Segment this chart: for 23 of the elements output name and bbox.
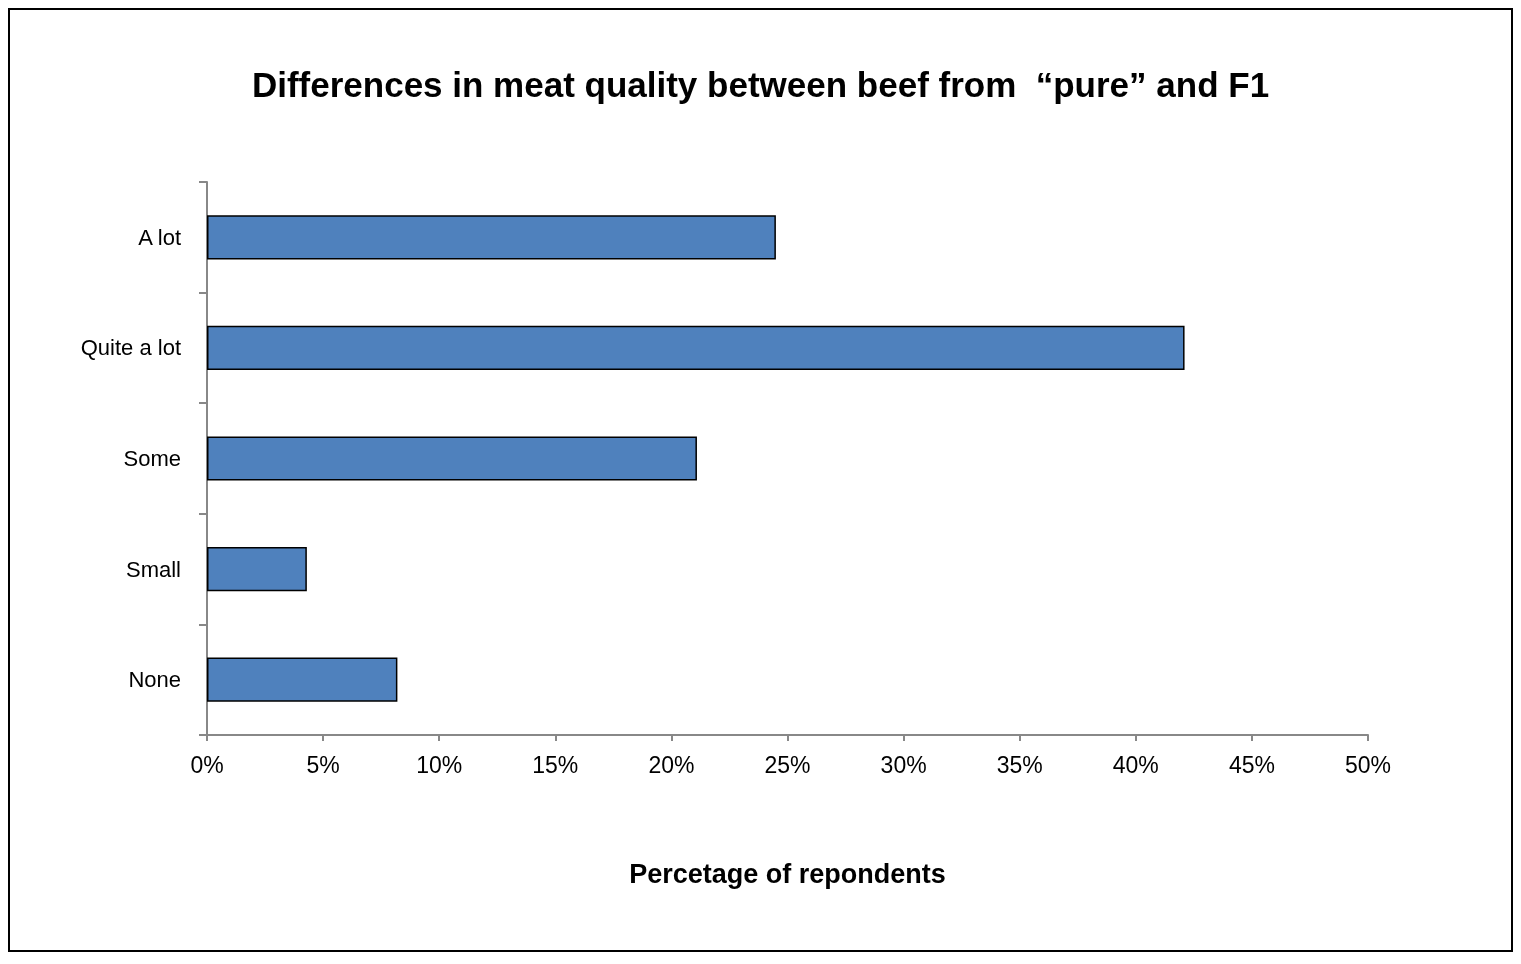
bar bbox=[207, 325, 1185, 371]
y-tick-label: Some bbox=[123, 446, 181, 471]
x-tick-label: 15% bbox=[532, 751, 579, 778]
x-axis-title: Percetage of repondents bbox=[629, 858, 946, 889]
bar bbox=[207, 546, 307, 592]
bar bbox=[207, 436, 697, 481]
x-tick-label: 30% bbox=[880, 751, 927, 778]
x-tick-label: 0% bbox=[190, 751, 224, 778]
y-tick-label: Quite a lot bbox=[80, 335, 181, 361]
bar bbox=[207, 215, 776, 260]
y-tick-label: A lot bbox=[138, 224, 181, 250]
chart-title: Differences in meat quality between beef from “pure” and F1 bbox=[251, 65, 1270, 104]
x-tick-label: 25% bbox=[764, 751, 811, 778]
y-tick-label: Small bbox=[125, 556, 181, 582]
x-tick-label: 40% bbox=[1112, 751, 1159, 778]
x-tick-label: 35% bbox=[996, 751, 1043, 778]
x-tick-label: 5% bbox=[306, 751, 340, 778]
x-tick-label: 50% bbox=[1344, 751, 1392, 778]
bar bbox=[207, 657, 398, 702]
y-tick-label: None bbox=[128, 667, 181, 693]
x-tick-label: 10% bbox=[416, 751, 463, 778]
x-tick-label: 20% bbox=[648, 751, 695, 778]
x-tick-label: 45% bbox=[1228, 751, 1275, 778]
